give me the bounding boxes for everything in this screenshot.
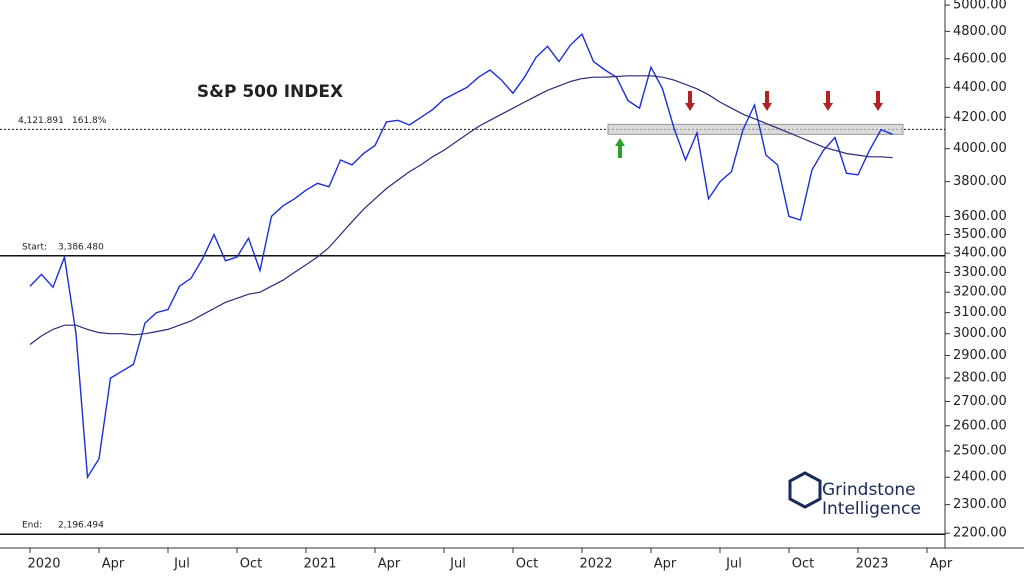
moving-average (29, 75, 893, 345)
y-tick-label: 3100.00 (953, 305, 1007, 320)
level-name: End: (22, 521, 42, 531)
arrow-shape (762, 91, 772, 111)
y-tick-label: 4400.00 (953, 80, 1007, 95)
x-tick-label: Oct (792, 557, 814, 572)
brand-line: Intelligence (822, 499, 921, 519)
level-label: 4,121.891 (18, 116, 64, 126)
y-tick-label: 3800.00 (953, 174, 1007, 189)
chart-title: S&P 500 INDEX (197, 82, 343, 102)
logo-icon (788, 471, 822, 509)
support-arrow (615, 138, 625, 158)
y-tick-label: 3400.00 (953, 246, 1007, 261)
y-tick-label: 2900.00 (953, 348, 1007, 363)
resistance-arrow (685, 91, 695, 111)
y-tick-label: 3600.00 (953, 209, 1007, 224)
y-tick-label: 3200.00 (953, 285, 1007, 300)
x-tick-label: Jul (173, 557, 190, 572)
y-tick-label: 2700.00 (953, 394, 1007, 409)
y-tick-label: 5000.00 (953, 0, 1007, 13)
level-label: 2,196.494 (58, 521, 104, 531)
level-label: 3,386.480 (58, 242, 104, 252)
arrow-shape (823, 91, 833, 111)
y-tick-label: 3300.00 (953, 265, 1007, 280)
y-tick-label: 2500.00 (953, 443, 1007, 458)
y-tick-label: 4000.00 (953, 141, 1007, 156)
x-tick-label: Apr (378, 557, 401, 572)
x-tick-label: Apr (102, 557, 125, 572)
resistance-arrow (873, 91, 883, 111)
x-tick-label: Apr (654, 557, 677, 572)
level-name: Start: (22, 242, 47, 252)
x-tick-label: 2022 (579, 557, 612, 572)
resistance-zone (607, 123, 904, 135)
arrow-shape (873, 91, 883, 111)
x-tick-label: Oct (516, 557, 538, 572)
y-tick-label: 4600.00 (953, 51, 1007, 66)
level-ratio: 161.8% (72, 116, 107, 126)
price-line (29, 32, 893, 480)
resistance-arrow (823, 91, 833, 111)
x-tick-label: Apr (930, 557, 953, 572)
brand-line: Grindstone (822, 480, 916, 500)
x-tick-label: 2023 (855, 557, 888, 572)
y-tick-label: 2200.00 (953, 526, 1007, 541)
x-tick-label: 2020 (27, 557, 60, 572)
x-tick-label: Jul (449, 557, 466, 572)
y-tick-label: 2600.00 (953, 418, 1007, 433)
x-tick-label: Oct (240, 557, 262, 572)
resistance-arrow (762, 91, 772, 111)
y-tick-label: 3000.00 (953, 326, 1007, 341)
logo: Grindstone Intelligence (788, 471, 921, 519)
y-tick-label: 2400.00 (953, 470, 1007, 485)
y-tick-label: 4800.00 (953, 24, 1007, 39)
arrow-shape (685, 91, 695, 111)
x-tick-label: Jul (725, 557, 742, 572)
x-tick-label: 2021 (303, 557, 336, 572)
arrow-shape (615, 138, 625, 158)
y-tick-label: 3500.00 (953, 227, 1007, 242)
y-tick-label: 2800.00 (953, 371, 1007, 386)
y-tick-label: 4200.00 (953, 110, 1007, 125)
y-tick-label: 2300.00 (953, 497, 1007, 512)
